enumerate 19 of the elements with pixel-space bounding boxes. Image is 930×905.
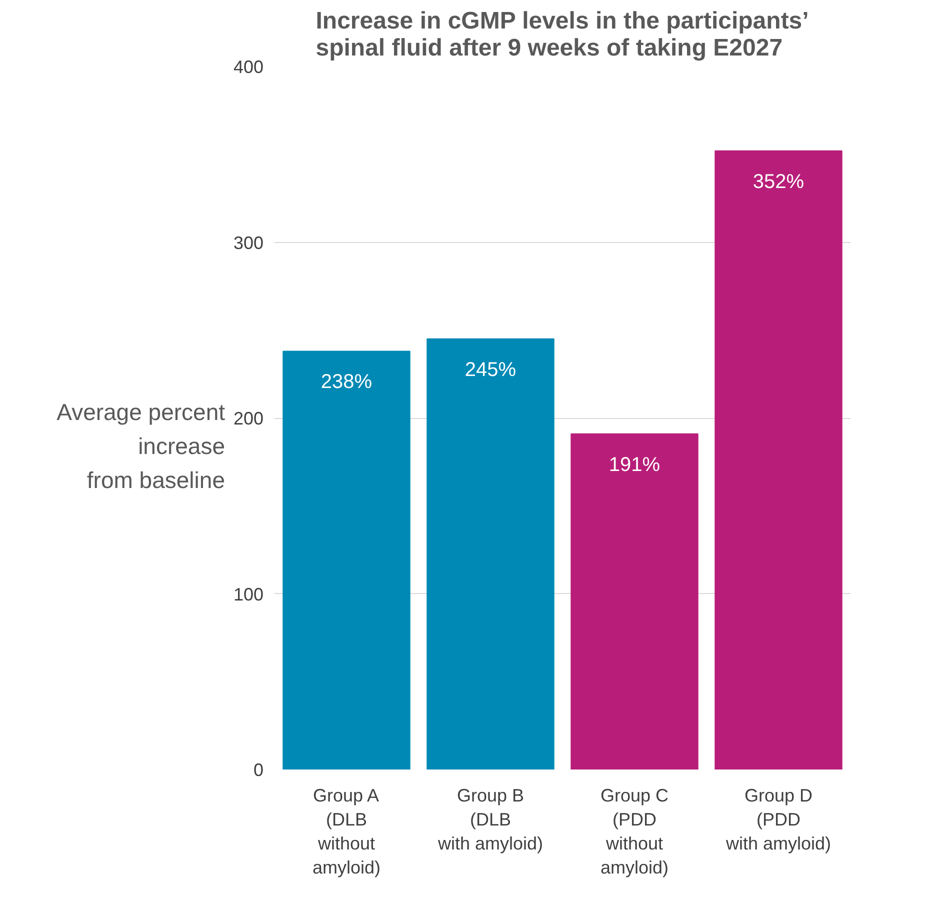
data-label: 245% — [464, 358, 516, 381]
data-label: 238% — [320, 371, 372, 394]
y-tick-label: 0 — [253, 760, 264, 780]
x-tick-label: Group D (PDD with amyloid) — [724, 786, 832, 854]
data-label: 352% — [752, 170, 804, 193]
y-tick-label: 200 — [233, 408, 264, 428]
bar — [714, 150, 842, 770]
bar — [282, 350, 410, 770]
y-tick-label: 300 — [233, 232, 264, 253]
y-tick-label: 400 — [233, 57, 264, 77]
y-axis-title: Average percent increase from baseline — [56, 398, 225, 495]
bar — [426, 338, 554, 770]
x-tick-label: Group B (DLB with amyloid) — [436, 786, 544, 854]
x-tick-label: Group C (PDD without amyloid) — [600, 786, 669, 878]
y-tick-label: 100 — [233, 584, 264, 604]
chart-title: Increase in cGMP levels in the participants’ spinal fluid after 9 weeks of taking E2027 — [316, 8, 809, 62]
bar — [570, 433, 698, 770]
data-label: 191% — [608, 454, 660, 476]
x-tick-label: Group A (DLB without amyloid) — [312, 786, 381, 878]
